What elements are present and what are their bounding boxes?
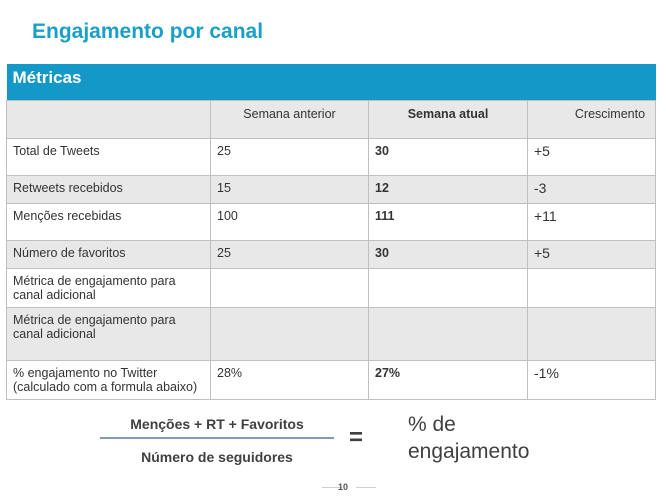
table-row: Métrica de engajamento para canal adicio… <box>6 307 657 361</box>
table-row: Total de Tweets 25 30 +5 <box>6 138 657 176</box>
footer-divider-right <box>356 487 376 488</box>
header-blank <box>6 100 211 139</box>
previous-value <box>210 268 369 308</box>
header-growth: Crescimento <box>526 100 657 139</box>
growth-value: +11 <box>526 203 657 241</box>
fraction-bar <box>100 437 334 439</box>
table-header-row: Semana anterior Semana atual Crescimento <box>6 100 657 139</box>
footer-divider-left <box>322 487 342 488</box>
metric-label: Métrica de engajamento para canal adicio… <box>6 268 211 308</box>
metric-label: Retweets recebidos <box>6 175 211 204</box>
growth-value: +5 <box>526 240 657 269</box>
current-value: 27% <box>368 360 528 400</box>
table-row: Menções recebidas 100 111 +11 <box>6 203 657 241</box>
current-value: 12 <box>368 175 528 204</box>
current-value <box>368 307 528 361</box>
header-previous-week: Semana anterior <box>210 100 369 139</box>
growth-value: +5 <box>526 138 657 176</box>
metrics-table: Métricas Semana anterior Semana atual Cr… <box>6 64 657 400</box>
equals-sign: = <box>349 424 364 451</box>
growth-value: -1% <box>526 360 657 400</box>
table-row: Número de favoritos 25 30 +5 <box>6 240 657 269</box>
header-current-week: Semana atual <box>368 100 528 139</box>
metric-label: Total de Tweets <box>6 138 211 176</box>
current-value: 30 <box>368 138 528 176</box>
current-value: 30 <box>368 240 528 269</box>
metric-label: Número de favoritos <box>6 240 211 269</box>
growth-value <box>526 268 657 308</box>
metric-label: Métrica de engajamento para canal adicio… <box>6 307 211 361</box>
growth-value: -3 <box>526 175 657 204</box>
previous-value: 100 <box>210 203 369 241</box>
current-value: 111 <box>368 203 528 241</box>
previous-value: 15 <box>210 175 369 204</box>
previous-value: 25 <box>210 138 369 176</box>
previous-value: 25 <box>210 240 369 269</box>
formula-numerator: Menções + RT + Favoritos <box>130 416 304 432</box>
table-banner-row: Métricas <box>6 64 656 101</box>
growth-value <box>526 307 657 361</box>
previous-value: 28% <box>210 360 369 400</box>
table-row: Métrica de engajamento para canal adicio… <box>6 268 657 308</box>
slide-title: Engajamento por canal <box>32 20 264 43</box>
formula-result: % de engajamento <box>408 413 530 463</box>
table-banner: Métricas <box>6 64 656 101</box>
table-row: % engajamento no Twitter (calculado com … <box>6 360 657 400</box>
table-row: Retweets recebidos 15 12 -3 <box>6 175 657 204</box>
current-value <box>368 268 528 308</box>
page-number: 10 <box>337 482 348 492</box>
metric-label: % engajamento no Twitter (calculado com … <box>6 360 211 400</box>
metric-label: Menções recebidas <box>6 203 211 241</box>
previous-value <box>210 307 369 361</box>
formula-denominator: Número de seguidores <box>141 449 293 465</box>
